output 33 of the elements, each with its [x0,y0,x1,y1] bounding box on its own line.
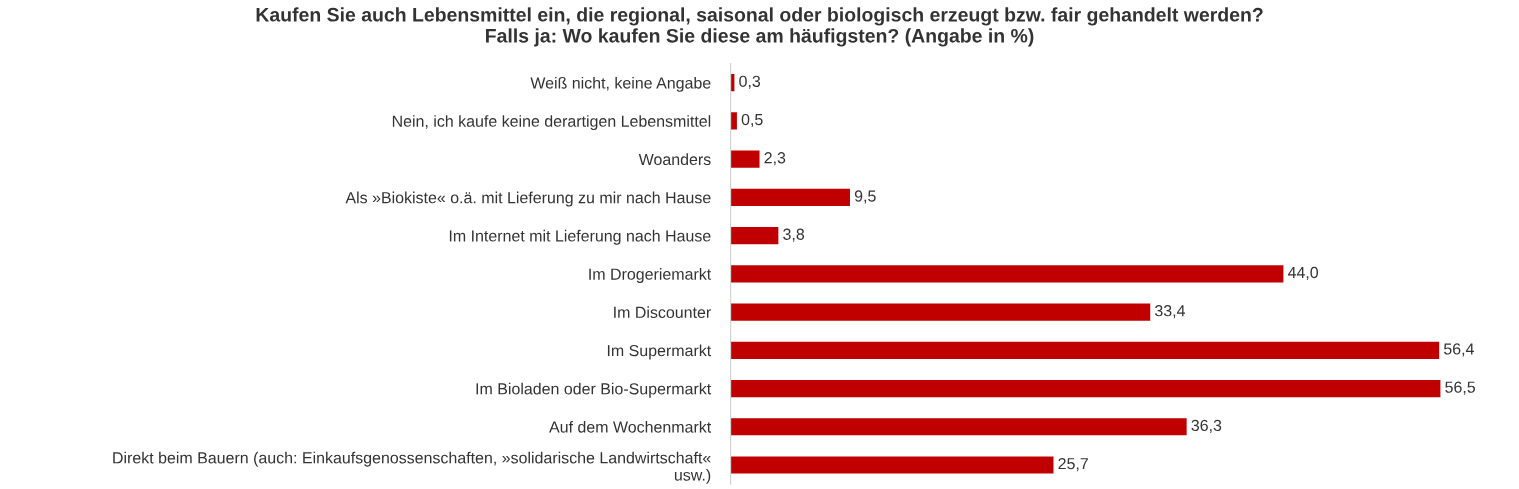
y-tick-label: Weiß nicht, keine Angabe [530,76,711,92]
data-label: 3,8 [783,228,805,242]
bar [730,188,850,206]
y-tick-label: Nein, ich kaufe keine derartigen Lebensmittel [392,115,711,131]
data-label: 0,5 [741,113,763,128]
bar [730,456,1054,474]
bar [730,227,779,245]
bar [730,418,1187,436]
y-tick-label: Im Drogeriemarkt [589,268,712,283]
y-tick-label: Im Supermarkt [607,344,712,360]
data-label: 36,3 [1191,419,1222,433]
y-tick-label: Im Discounter [614,306,711,319]
y-tick-label: Als »Biokiste« o.ä. mit Lieferung zu mir nach Hause [345,191,711,207]
bar [730,379,1441,398]
data-label: 2,3 [764,152,786,166]
bar [730,150,760,168]
data-label: 0,3 [739,75,761,89]
data-label: 56,4 [1443,343,1474,357]
data-label: 56,5 [1445,381,1476,395]
chart-title: Kaufen Sie auch Lebensmittel ein, die regional, saisonal oder biologisch erzeugt bzw. fair gehandelt werden? Falls ja: Wo kaufen Sie diese am häufigsten? (Angabe in %) [256,7,1263,47]
bar [730,112,737,130]
bar [730,341,1440,359]
y-tick-label: Im Internet mit Lieferung nach Hause [449,229,711,245]
data-label: 33,4 [1155,305,1186,319]
y-tick-label: Im Bioladen oder Bio-Supermarkt [476,382,712,398]
bar [730,303,1151,321]
y-tick-label: Auf dem Wochenmarkt [549,420,712,433]
data-label: 25,7 [1058,457,1088,472]
data-label: 9,5 [854,190,876,204]
y-tick-label: Woanders [638,153,711,166]
y-tick-label: Direkt beim Bauern (auch: Einkaufsgenossenschaften, »solidarische Landwirtschaft« usw.) [113,451,711,484]
bar [730,265,1284,283]
data-label: 44,0 [1287,266,1319,281]
